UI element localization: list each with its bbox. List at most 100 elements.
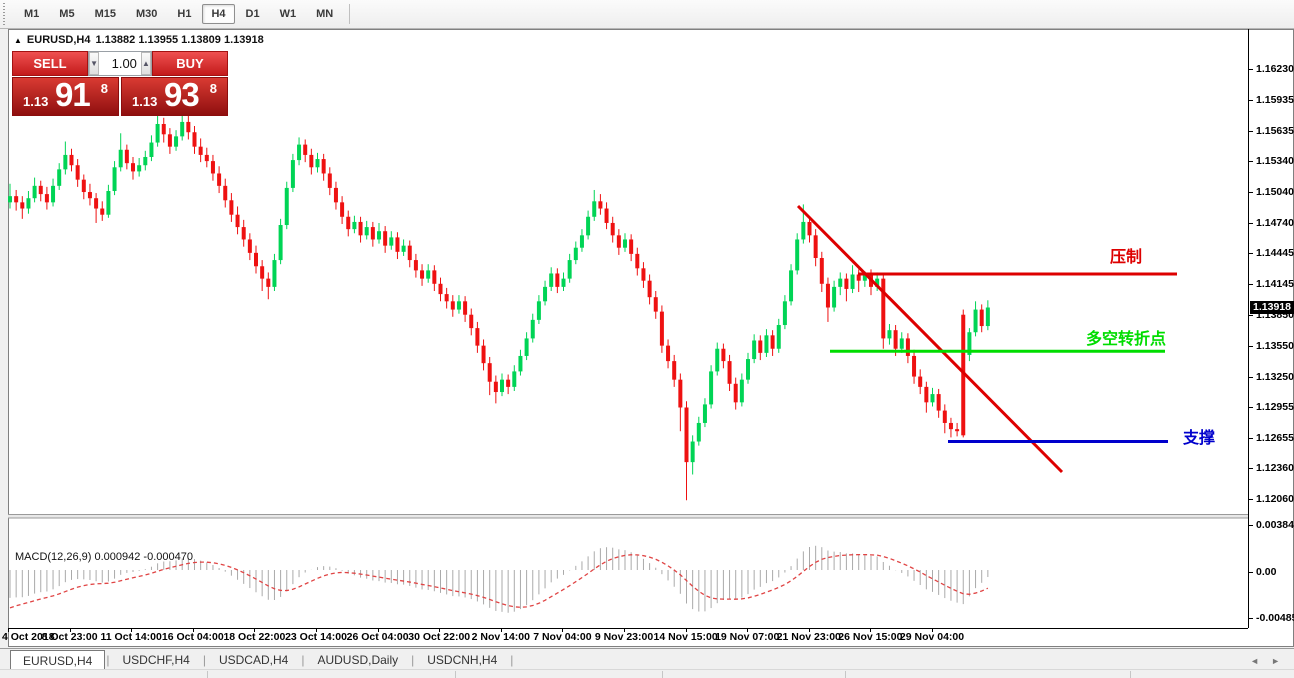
tab-scroll-left-icon[interactable]: ◄: [1250, 656, 1260, 666]
time-axis-label: 14 Nov 15:00: [653, 631, 718, 643]
time-axis-label: 8 Oct 23:00: [41, 631, 98, 643]
price-axis-label: 1.12955: [1256, 400, 1294, 413]
price-axis-tick: [1249, 99, 1253, 101]
timeframe-button-w1[interactable]: W1: [279, 8, 297, 20]
ask-price-big-digits: 93: [164, 76, 200, 113]
price-axis-label: 1.14445: [1256, 247, 1294, 260]
timeframe-button-m15[interactable]: M15: [94, 8, 116, 20]
current-price-tag: 1.13918: [1250, 301, 1294, 315]
macd-signal-line: [9, 553, 989, 609]
timeframe-button-h4[interactable]: H4: [202, 4, 235, 24]
resistance-label[interactable]: 压制: [1110, 248, 1142, 266]
timeframe-button-m5[interactable]: M5: [59, 8, 75, 20]
tab-scroll-right-icon[interactable]: ►: [1271, 656, 1280, 666]
chart-title: ▲ EURUSD,H4 1.13882 1.13955 1.13809 1.13…: [14, 34, 264, 46]
timeframe-toolbar: M1 M5 M15 M30 H1 H4 D1 W1 MN: [0, 0, 1294, 29]
time-axis-tick: [131, 628, 133, 632]
time-axis-label: 11 Oct 14:00: [100, 631, 162, 643]
chart-ohlc-values: 1.13882 1.13955 1.13809 1.13918: [95, 34, 264, 46]
bid-price-pipette: 8: [100, 81, 108, 96]
timeframe-button-d1[interactable]: D1: [245, 8, 260, 20]
time-axis-label: 23 Oct 14:00: [285, 631, 347, 643]
price-axis-label: 1.12360: [1256, 462, 1294, 475]
price-axis-label: 1.14740: [1256, 216, 1294, 229]
tab-separator: |: [411, 653, 415, 667]
price-axis-tick: [1249, 222, 1253, 224]
support-label[interactable]: 支撑: [1182, 428, 1215, 447]
price-axis-label: 1.15935: [1256, 93, 1294, 106]
time-axis-label: 4 Oct 2018: [2, 631, 55, 643]
macd-indicator-label: MACD(12,26,9) 0.000942 -0.000470: [15, 551, 193, 563]
time-axis-tick: [500, 628, 502, 632]
price-axis-tick: [1249, 130, 1253, 132]
tab-separator: |: [301, 653, 305, 667]
time-axis-label: 18 Oct 22:00: [223, 631, 286, 643]
time-axis-label: 2 Nov 14:00: [471, 631, 530, 643]
price-axis-label: 1.15040: [1256, 186, 1294, 199]
time-axis-tick: [254, 628, 256, 632]
volume-increase-button[interactable]: ▲: [140, 52, 152, 75]
sell-button[interactable]: SELL: [12, 51, 88, 76]
time-axis-tick: [439, 628, 441, 632]
price-axis-label: 1.15340: [1256, 155, 1294, 168]
ask-price-pipette: 8: [209, 81, 217, 96]
time-axis-label: 29 Nov 04:00: [899, 631, 965, 643]
timeframe-button-mn[interactable]: MN: [316, 8, 334, 20]
price-axis-label: 1.12655: [1256, 431, 1294, 444]
timeframe-button-m30[interactable]: M30: [135, 8, 158, 20]
collapse-triangle-icon[interactable]: ▲: [14, 35, 22, 45]
candles-group: [8, 109, 990, 501]
chart-tab-usdchf[interactable]: USDCHF,H4: [122, 653, 190, 667]
time-axis-tick: [624, 628, 625, 632]
chart-tab-usdcad[interactable]: USDCAD,H4: [218, 653, 289, 667]
volume-decrease-button[interactable]: ▼: [89, 52, 100, 75]
bid-price-big-digits: 91: [55, 76, 91, 113]
time-axis-tick: [685, 628, 687, 632]
time-axis-tick: [747, 628, 749, 632]
status-bar: [0, 669, 1294, 678]
toolbar-grip-handle[interactable]: [2, 3, 8, 25]
chart-tab-eurusd[interactable]: EURUSD,H4: [10, 650, 106, 671]
timeframe-button-m1[interactable]: M1: [24, 8, 40, 20]
macd-axis-label: 0.00: [1256, 566, 1277, 578]
price-axis-tick: [1249, 253, 1253, 255]
time-axis-tick: [808, 628, 810, 632]
chart-tab-usdcnh[interactable]: USDCNH,H4: [427, 653, 498, 667]
toolbar-separator: [349, 4, 351, 24]
bid-quote-panel: 1.13 91 8: [12, 76, 119, 116]
price-axis-tick: [1249, 468, 1253, 470]
time-axis-label: 16 Oct 04:00: [161, 631, 224, 643]
price-axis-tick: [1249, 376, 1253, 378]
time-axis-label: 26 Oct 04:00: [346, 631, 409, 643]
time-axis-label: 19 Nov 07:00: [715, 631, 780, 643]
time-axis-tick: [192, 628, 194, 632]
chart-window[interactable]: 压制多空转折点支撑 ▲ EURUSD,H4 1.13882 1.13955 1.…: [8, 29, 1294, 647]
price-axis-tick: [1249, 314, 1253, 316]
time-axis-tick: [69, 628, 71, 632]
ask-quote-panel: 1.13 93 8: [121, 76, 228, 116]
buy-button[interactable]: BUY: [152, 51, 228, 76]
price-axis-label: 1.15635: [1256, 124, 1294, 137]
timeframe-button-h1[interactable]: H1: [177, 8, 192, 20]
tab-separator: |: [106, 653, 110, 667]
bid-price-prefix: 1.13: [23, 94, 49, 109]
time-axis-tick: [8, 628, 9, 632]
macd-axis-label: 0.003847: [1256, 519, 1294, 531]
chart-tab-audusd[interactable]: AUDUSD,Daily: [317, 653, 399, 667]
price-axis-tick: [1249, 284, 1253, 286]
one-click-trading-panel: SELL ▼ ▲ BUY 1.13 91 8 1.13 93 8: [12, 51, 228, 116]
time-axis-label: 9 Nov 23:00: [594, 631, 654, 643]
pivot-label[interactable]: 多空转折点: [1086, 329, 1166, 348]
price-axis-tick: [1249, 406, 1253, 408]
price-axis-label: 1.13550: [1256, 339, 1294, 352]
volume-input[interactable]: [99, 52, 141, 75]
time-axis-tick: [316, 628, 317, 632]
tab-separator: |: [202, 653, 206, 667]
price-axis-label: 1.13250: [1256, 370, 1294, 383]
price-axis-tick: [1249, 437, 1253, 439]
time-axis-tick: [377, 628, 379, 632]
price-axis-label: 1.14145: [1256, 278, 1294, 291]
descending-trendline[interactable]: [796, 204, 1064, 474]
price-axis-tick: [1249, 345, 1253, 347]
